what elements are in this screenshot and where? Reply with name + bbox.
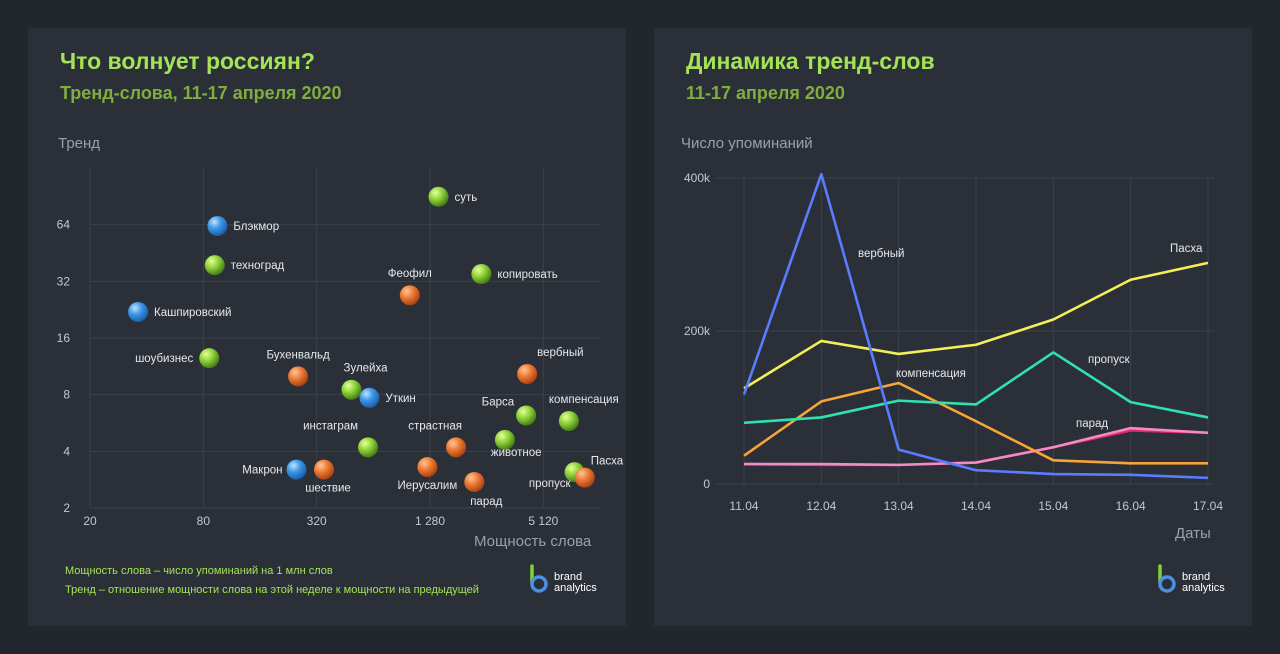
scatter-point (399, 285, 420, 306)
line-x-axis-label: Даты (1175, 525, 1211, 542)
scatter-point (128, 301, 149, 322)
scatter-point-label: суть (454, 192, 477, 204)
brand-logo: brand analytics (528, 564, 597, 594)
line-series-вербный (742, 172, 1209, 480)
scatter-point (471, 264, 492, 285)
brand-line-1: brand (554, 571, 583, 583)
scatter-y-tick-label: 32 (57, 274, 71, 288)
scatter-point (574, 467, 595, 488)
line-x-tick-label: 15.04 (1038, 499, 1068, 513)
scatter-x-tick-label: 320 (307, 514, 327, 528)
scatter-x-tick-label: 80 (197, 514, 211, 528)
line-series-label: вербный (858, 248, 904, 260)
scatter-x-tick-label: 1 280 (415, 514, 445, 528)
scatter-point (313, 459, 334, 480)
scatter-plot: 2 4 8 16 32 64 20 80 320 1 280 5 120 суть Блэкмор те… (57, 168, 624, 528)
scatter-point (358, 437, 379, 458)
scatter-point (359, 387, 380, 408)
line-series-label: Пасха (1170, 243, 1203, 255)
line-x-tick-label: 14.04 (961, 499, 991, 513)
scatter-point (417, 457, 438, 478)
scatter-point-label: Кашпировский (154, 307, 231, 319)
scatter-y-axis-label: Тренд (58, 135, 101, 152)
scatter-point-label: Феофил (388, 268, 432, 280)
scatter-point-label: Иерусалим (398, 480, 458, 492)
scatter-x-axis-label: Мощность слова (474, 533, 592, 550)
scatter-point-label: компенсация (549, 394, 619, 406)
scatter-point (446, 437, 467, 458)
line-y-tick-label: 400k (684, 171, 711, 185)
scatter-point-label: инстаграм (303, 420, 358, 432)
scatter-point-label: Уткин (385, 393, 415, 405)
scatter-point (204, 255, 225, 276)
scatter-point-label: вербный (537, 347, 583, 359)
scatter-y-tick-label: 4 (63, 444, 70, 458)
line-series-label: пропуск (1088, 354, 1131, 366)
line-series-компенсация (743, 381, 1208, 465)
scatter-x-tick-label: 5 120 (528, 514, 558, 528)
line-series-label: компенсация (896, 368, 966, 380)
scatter-point (494, 429, 515, 450)
scatter-point-label: Блэкмор (233, 221, 279, 233)
scatter-point-label: техноград (231, 260, 285, 272)
brand-logo-right: brand analytics (1156, 564, 1225, 594)
scatter-point-label: пропуск (529, 478, 572, 490)
line-series-label: парад (1076, 418, 1108, 430)
line-x-tick-label: 11.04 (729, 499, 758, 513)
line-x-tick-label: 16.04 (1116, 499, 1146, 513)
scatter-point (516, 405, 537, 426)
scatter-x-tick-label: 20 (83, 514, 97, 528)
scatter-point-label: шествие (305, 483, 351, 495)
line-x-tick-label: 13.04 (884, 499, 914, 513)
line-y-axis-label: Число упоминаний (681, 135, 813, 152)
scatter-point-label: Бухенвальд (267, 349, 330, 361)
scatter-subtitle: Тренд-слова, 11-17 апреля 2020 (60, 83, 342, 103)
scatter-title: Что волнует россиян? (60, 48, 315, 74)
line-series-парад (744, 426, 1209, 467)
scatter-y-tick-label: 2 (63, 501, 70, 515)
scatter-y-tick-label: 16 (57, 331, 71, 345)
scatter-point-label: Зулейха (344, 363, 389, 375)
scatter-point (288, 366, 309, 387)
scatter-point (199, 348, 220, 369)
scatter-y-tick-label: 64 (57, 218, 71, 232)
scatter-point (207, 215, 228, 236)
line-subtitle: 11-17 апреля 2020 (686, 83, 845, 103)
line-series-пропуск (743, 351, 1209, 425)
line-y-tick-label: 0 (703, 477, 710, 491)
line-title: Динамика тренд-слов (686, 48, 935, 74)
scatter-point-label: шоубизнес (135, 353, 193, 365)
note-trend: Тренд – отношение мощности слова на этой… (65, 584, 479, 596)
scatter-point-label: Макрон (242, 465, 282, 477)
brand-logo-icon (1158, 564, 1176, 593)
scatter-point (286, 459, 307, 480)
line-x-tick-label: 12.04 (806, 499, 836, 513)
brand-line-1: brand (1182, 571, 1211, 583)
scatter-y-tick-label: 8 (63, 388, 70, 402)
scatter-point-label: парад (470, 496, 502, 508)
line-chart: 0 200k 400k 11.04 12.04 13.04 14.04 15.04 16.04 1… (684, 171, 1223, 513)
brand-logo-icon (530, 564, 548, 593)
panel-word-scatter: Что волнует россиян? Тренд-слова, 11-17 … (28, 28, 626, 626)
scatter-point (558, 410, 579, 431)
brand-line-2: analytics (554, 582, 597, 594)
scatter-point (428, 186, 449, 207)
scatter-point-label: страстная (408, 420, 462, 432)
scatter-point (341, 379, 362, 400)
scatter-point-label: Барса (482, 397, 515, 409)
scatter-point-label: Пасха (591, 456, 624, 468)
scatter-point-label: копировать (497, 269, 557, 281)
scatter-point (464, 471, 485, 492)
line-series-Пасха (743, 261, 1209, 390)
line-x-tick-label: 17.04 (1193, 499, 1223, 513)
note-word-power: Мощность слова – число упоминаний на 1 м… (65, 565, 333, 577)
line-y-tick-label: 200k (684, 324, 711, 338)
scatter-point-label: животное (491, 447, 542, 459)
panel-trend-dynamics: Динамика тренд-слов 11-17 апреля 2020 Чи… (654, 28, 1252, 626)
brand-line-2: analytics (1182, 582, 1225, 594)
scatter-point (517, 364, 538, 385)
